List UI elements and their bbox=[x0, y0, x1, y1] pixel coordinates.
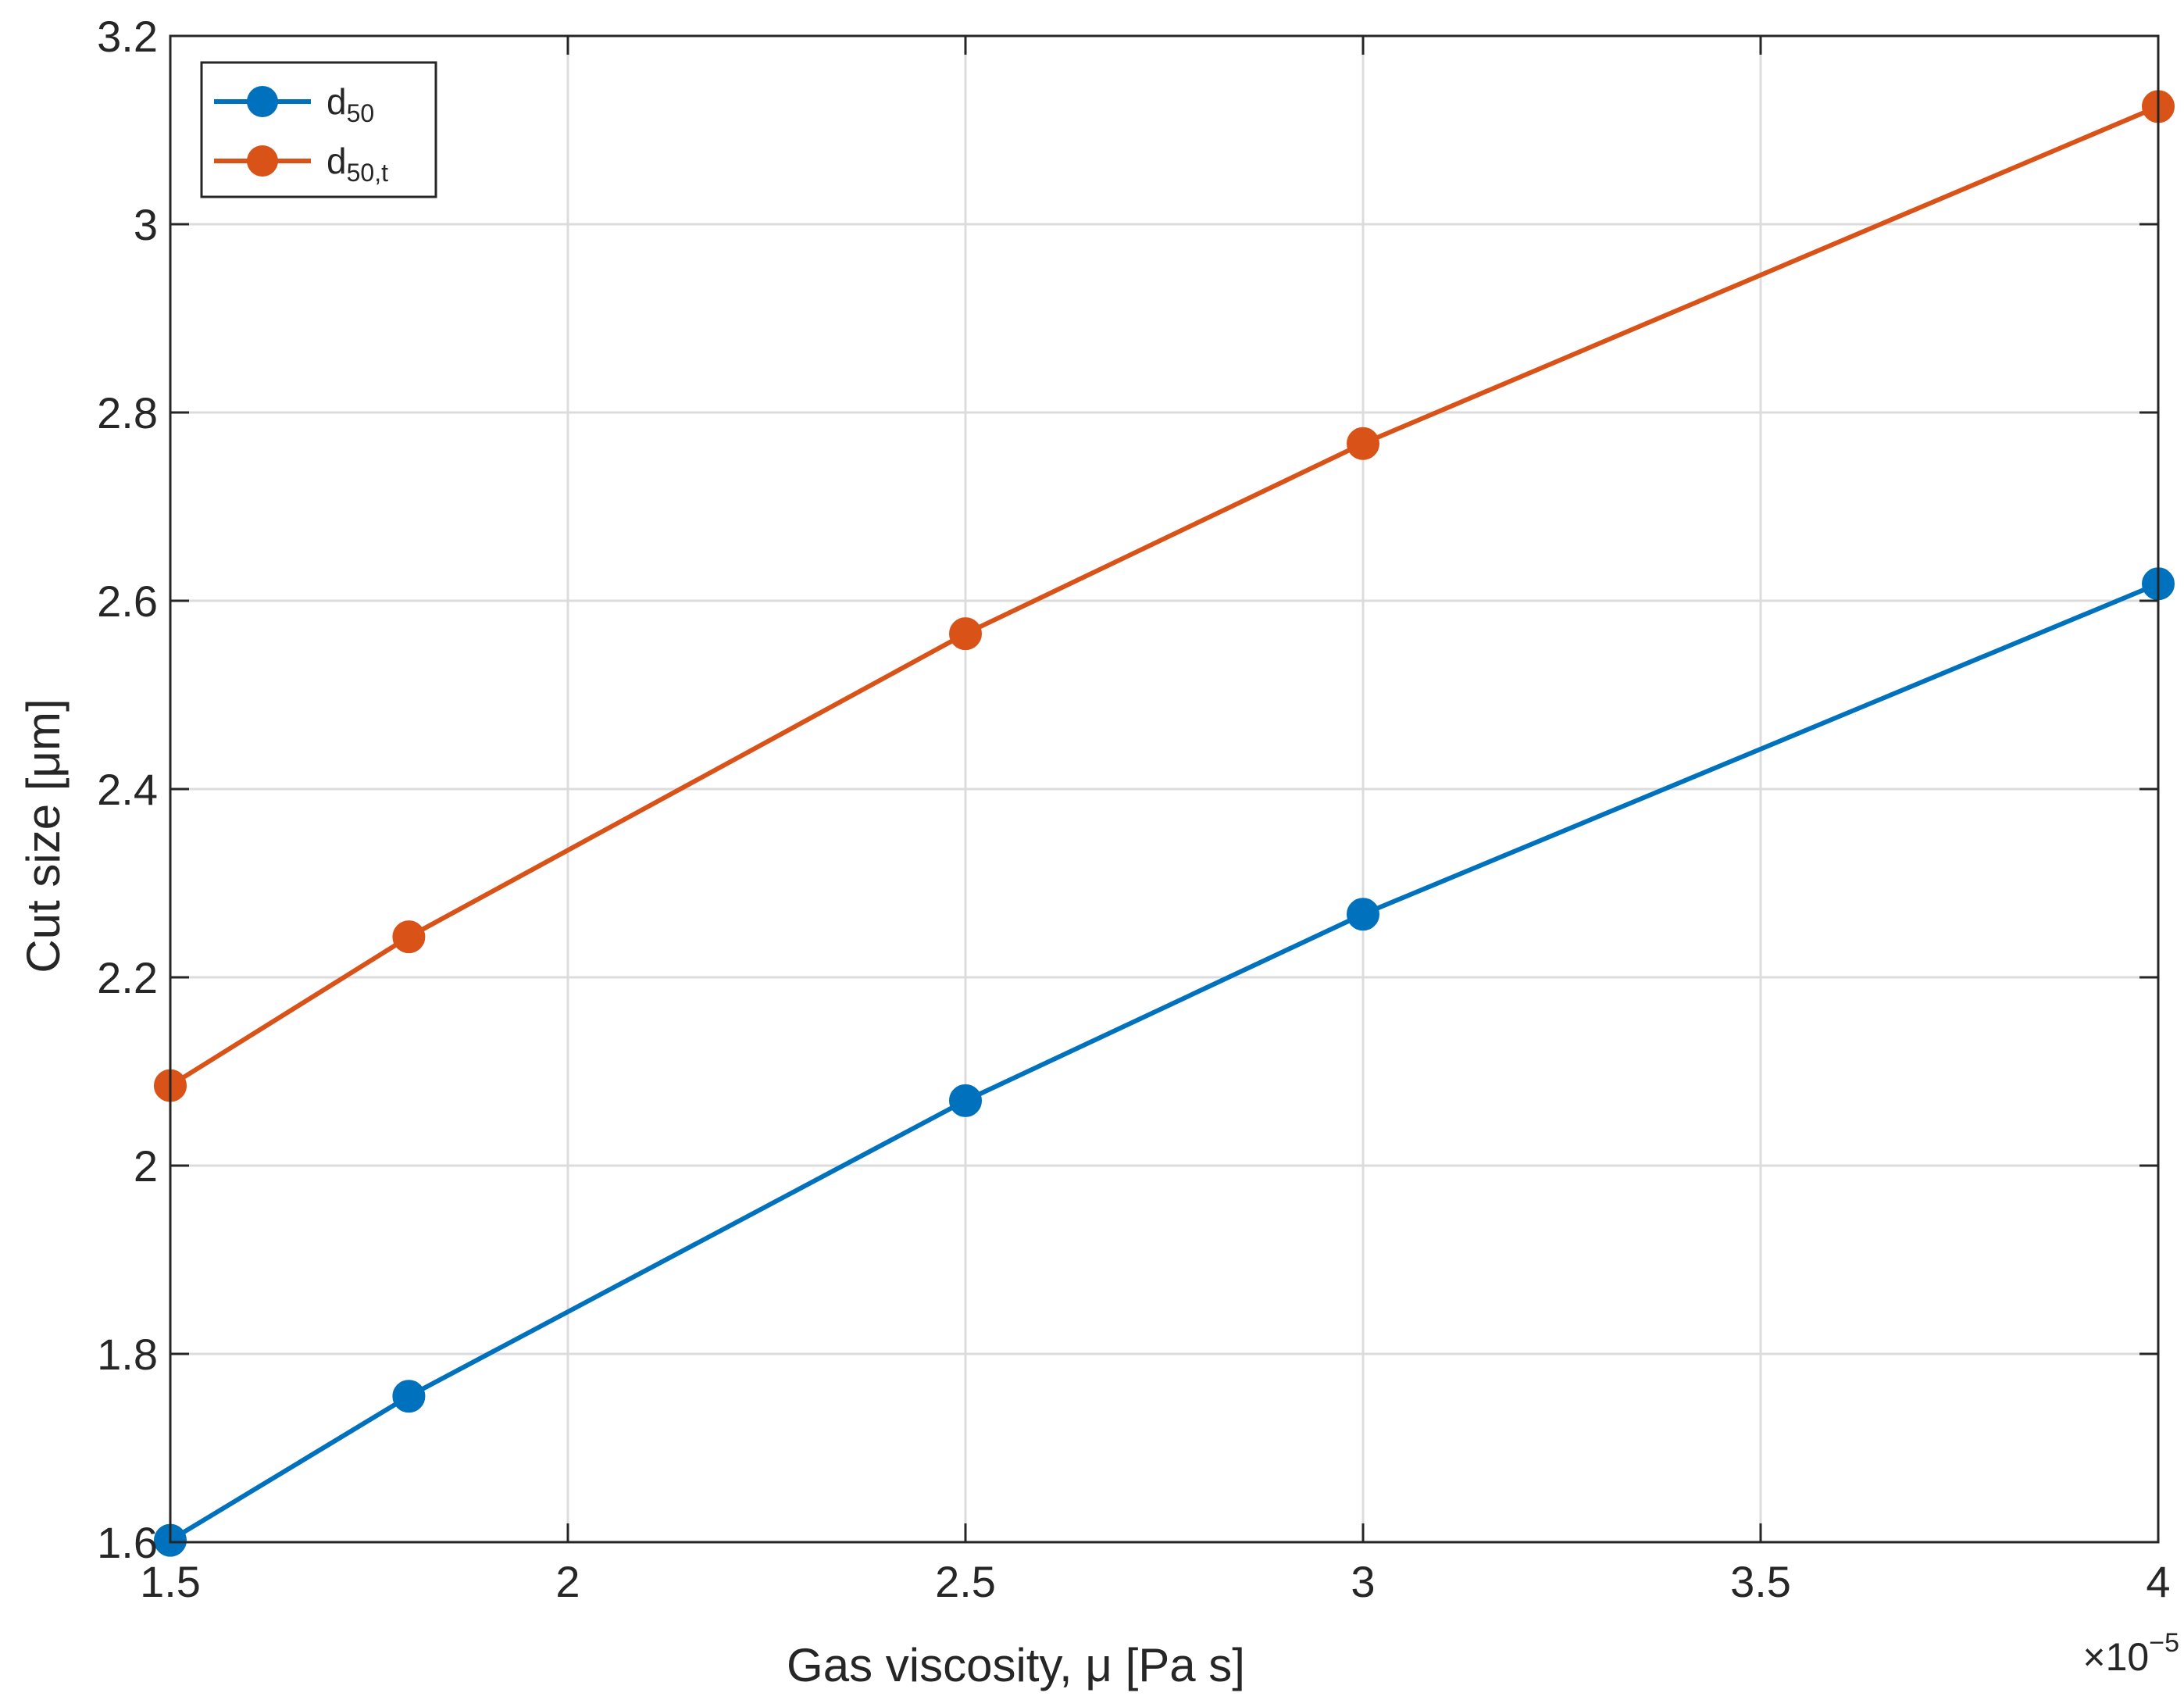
data-point-d50 bbox=[949, 1084, 982, 1117]
x-tick-label: 3.5 bbox=[1730, 1557, 1791, 1606]
data-point-d50 bbox=[392, 1380, 426, 1413]
y-tick-label: 2 bbox=[134, 1141, 158, 1191]
y-tick-label: 2.8 bbox=[97, 388, 158, 437]
legend-label-d50: d50 bbox=[327, 81, 374, 127]
data-point-d50,t bbox=[949, 617, 982, 651]
legend-marker-d50,t bbox=[247, 145, 278, 177]
x-tick-label: 4 bbox=[2146, 1557, 2170, 1606]
axis-ticks: 1.5 2 2.5 3 3.5 4 1.6 1.8 2 2.2 2.4 2.6 2.8 3 3.2 bbox=[97, 12, 2170, 1606]
plot-series bbox=[154, 90, 2175, 1557]
grid bbox=[170, 36, 2158, 1542]
y-tick-label: 2.2 bbox=[97, 953, 158, 1002]
y-tick-label: 2.4 bbox=[97, 765, 158, 814]
legend: d50 d50,t bbox=[200, 61, 437, 198]
x-multiplier-base: ×10 bbox=[2082, 1635, 2149, 1679]
y-tick-label: 2.6 bbox=[97, 577, 158, 626]
data-point-d50,t bbox=[392, 920, 426, 954]
data-point-d50,t bbox=[1347, 427, 1379, 460]
legend-box bbox=[200, 61, 437, 198]
legend-entry-d50,t: d50,t bbox=[214, 141, 388, 187]
x-tick-label: 1.5 bbox=[140, 1557, 201, 1606]
data-point-d50 bbox=[1347, 898, 1379, 931]
x-axis-title: Gas viscosity, μ [Pa s] bbox=[787, 1639, 1245, 1691]
y-tick-label: 1.6 bbox=[97, 1518, 158, 1567]
legend-marker-d50 bbox=[247, 86, 278, 117]
x-tick-label: 3 bbox=[1351, 1557, 1375, 1606]
legend-label-d50,t: d50,t bbox=[327, 141, 388, 187]
x-multiplier-exponent: −5 bbox=[2149, 1628, 2179, 1658]
y-tick-label: 1.8 bbox=[97, 1330, 158, 1379]
legend-entry-d50: d50 bbox=[214, 81, 374, 127]
x-tick-label: 2.5 bbox=[935, 1557, 996, 1606]
series-d50 bbox=[154, 567, 2175, 1557]
y-tick-label: 3 bbox=[134, 200, 158, 249]
y-axis-title: Cut size [μm] bbox=[17, 698, 70, 973]
x-axis-multiplier: ×10−5 bbox=[2082, 1628, 2179, 1679]
series-d50,t bbox=[154, 90, 2175, 1102]
x-tick-label: 2 bbox=[555, 1557, 580, 1606]
y-tick-label: 3.2 bbox=[97, 12, 158, 61]
